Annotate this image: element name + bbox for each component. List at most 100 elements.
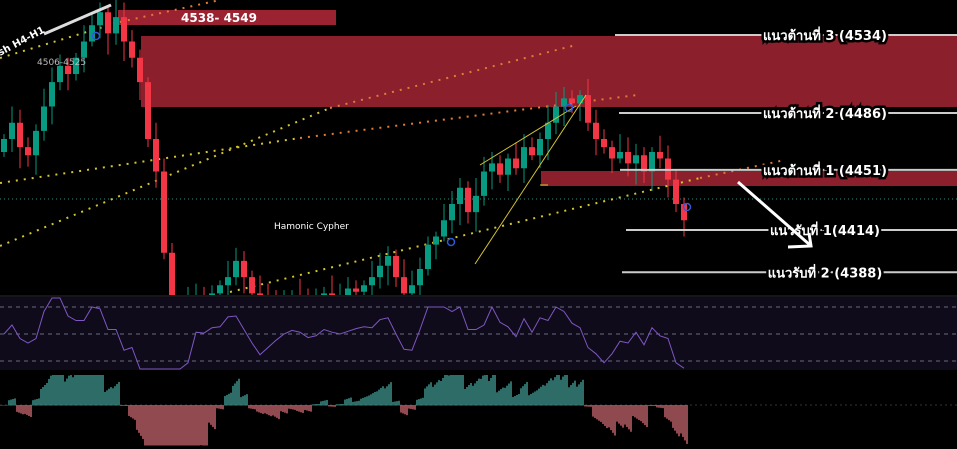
zone-1 <box>141 36 957 107</box>
pattern-points <box>91 31 692 247</box>
candle-body <box>169 252 175 295</box>
candle-body <box>57 65 63 83</box>
candle-body <box>673 179 679 204</box>
candle-body <box>393 256 399 278</box>
candle-body <box>601 139 607 148</box>
candle-body <box>657 152 663 159</box>
candle-body <box>225 277 231 286</box>
momentum-histogram <box>0 375 688 446</box>
candle-body <box>329 293 335 295</box>
candle-body <box>105 12 111 34</box>
candle-body <box>377 265 383 278</box>
candle-body <box>609 147 615 159</box>
candle-body <box>217 285 223 294</box>
candle-body <box>417 269 423 286</box>
candle-body <box>473 195 479 213</box>
candle-body <box>641 155 647 172</box>
candle-body <box>41 106 47 131</box>
annotation-h4-h1: sh H4-H1 <box>0 25 47 59</box>
candle-body <box>481 171 487 196</box>
candle-body <box>465 187 471 213</box>
candle-body <box>457 187 463 204</box>
candle-body <box>529 147 535 156</box>
candle-body <box>345 288 351 295</box>
channel-line-upper <box>0 137 301 184</box>
candle-body <box>353 288 359 292</box>
candle-body <box>649 152 655 172</box>
candle-body <box>241 260 247 278</box>
pattern-point-icon <box>446 237 456 247</box>
candle-body <box>633 155 639 164</box>
trend-line-white <box>43 3 112 36</box>
zone-0 <box>118 10 336 25</box>
candle-body <box>249 277 255 294</box>
zone-2 <box>541 171 957 186</box>
candle-body <box>569 98 575 104</box>
candle-body <box>17 122 23 148</box>
channel-line-upper-ext <box>299 94 638 139</box>
candle-body <box>433 236 439 245</box>
level-label: แนวต้านที่ 3 (4534) <box>763 26 887 44</box>
channel-line-top-ext <box>119 0 221 23</box>
pattern-point-icon <box>91 31 101 41</box>
candle-body <box>89 25 95 42</box>
candle-body <box>625 152 631 164</box>
candle-body <box>321 293 327 295</box>
candle-body <box>161 171 167 253</box>
candle-body <box>25 147 31 156</box>
candle-body <box>553 106 559 123</box>
candle-body <box>129 41 135 58</box>
annotation-harmonic-cypher: Hamonic Cypher <box>274 222 349 232</box>
candle-body <box>233 260 239 278</box>
candle-body <box>33 130 39 156</box>
wedge-pattern <box>474 94 587 265</box>
annotation-4506-4525: 4506-4525 <box>37 58 86 68</box>
pattern-point-icon <box>682 202 692 212</box>
candle-body <box>257 293 263 295</box>
candle-body <box>449 204 455 221</box>
candle-body <box>489 163 495 172</box>
candle-body <box>545 122 551 139</box>
level-label: แนวรับที่ 2 (4388) <box>768 263 883 281</box>
pattern-point-icon <box>564 103 574 113</box>
candle-body <box>81 41 87 58</box>
level-label: แนวต้านที่ 1 (4451) <box>763 161 887 179</box>
candle-body <box>585 95 591 123</box>
candle-body <box>409 285 415 294</box>
zone-label-4538-4549: 4538- 4549 <box>181 11 257 25</box>
candle-body <box>497 163 503 175</box>
candle-body <box>73 57 79 74</box>
candle-body <box>441 220 447 237</box>
candle-body <box>385 256 391 266</box>
candle-body <box>9 122 15 139</box>
candle-body <box>401 277 407 294</box>
candle-body <box>593 122 599 139</box>
level-lines: แนวต้านที่ 3 (4534) แนวต้านที่ 2 (4486) แน… <box>615 24 957 284</box>
candle-body <box>145 82 151 139</box>
candle-body <box>153 139 159 172</box>
candle-body <box>577 95 583 104</box>
candle-body <box>49 82 55 107</box>
level-label: แนวต้านที่ 2 (4486) <box>763 104 887 122</box>
candle-body <box>121 17 127 42</box>
candle-body <box>513 158 519 169</box>
oscillator-panel <box>0 297 957 370</box>
candle-body <box>97 12 103 26</box>
candles <box>1 0 687 295</box>
candle-body <box>209 293 215 295</box>
candle-body <box>65 65 71 74</box>
candle-body <box>617 152 623 159</box>
channel-line-lower <box>229 177 701 293</box>
supply-zones <box>118 10 957 186</box>
candle-body <box>137 57 143 83</box>
candle-body <box>681 204 687 221</box>
candle-body <box>505 158 511 175</box>
candle-body <box>369 277 375 286</box>
candle-body <box>521 147 527 169</box>
candle-body <box>113 17 119 34</box>
down-arrow-icon <box>737 180 813 249</box>
candle-body <box>537 139 543 156</box>
channel-line-lower-ext <box>699 159 786 179</box>
candle-body <box>361 285 367 292</box>
